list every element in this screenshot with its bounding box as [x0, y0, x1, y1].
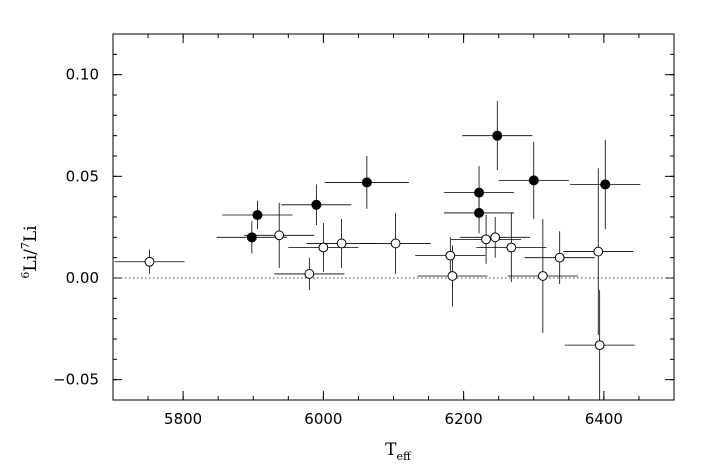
open-data-point [593, 246, 604, 257]
open-data-point [506, 242, 517, 253]
filled-data-point [252, 209, 263, 220]
filled-data-point [492, 130, 503, 141]
open-data-point [390, 238, 401, 249]
filled-data-point [474, 207, 485, 218]
open-data-point [594, 340, 605, 351]
plot-frame [112, 33, 675, 401]
filled-data-point [528, 175, 539, 186]
open-data-point [274, 230, 285, 241]
open-data-point [445, 250, 456, 261]
x-axis-title: Teff [385, 440, 412, 463]
error-bars [114, 101, 641, 400]
y-tick-label: 0.10 [66, 66, 99, 84]
open-data-point [318, 242, 329, 253]
x-tick-label: 6200 [445, 410, 483, 428]
open-data-point [144, 256, 155, 267]
open-data-point [447, 271, 458, 281]
open-data-point [537, 271, 548, 281]
filled-data-point [311, 199, 322, 210]
y-tick-label: −0.05 [53, 371, 99, 389]
y-tick-label: 0.00 [66, 269, 99, 287]
filled-data-point [600, 179, 611, 190]
y-axis-title: 6Li/7Li [19, 225, 41, 279]
open-data-point [554, 252, 565, 263]
filled-data-point [361, 177, 372, 188]
y-tick-label: 0.05 [66, 167, 99, 185]
x-tick-label: 6400 [585, 410, 623, 428]
open-data-point [304, 269, 315, 279]
open-data-point [490, 232, 501, 243]
filled-data-point [246, 232, 257, 243]
x-tick-labels: 5800 6000 6200 6400 [164, 410, 623, 428]
x-tick-label: 5800 [164, 410, 202, 428]
open-data-point [336, 238, 347, 249]
x-tick-label: 6000 [304, 410, 342, 428]
y-tick-labels: −0.05 0.00 0.05 0.10 [53, 66, 99, 389]
data-markers [144, 130, 611, 351]
filled-data-point [474, 187, 485, 198]
open-data-point [481, 234, 491, 245]
